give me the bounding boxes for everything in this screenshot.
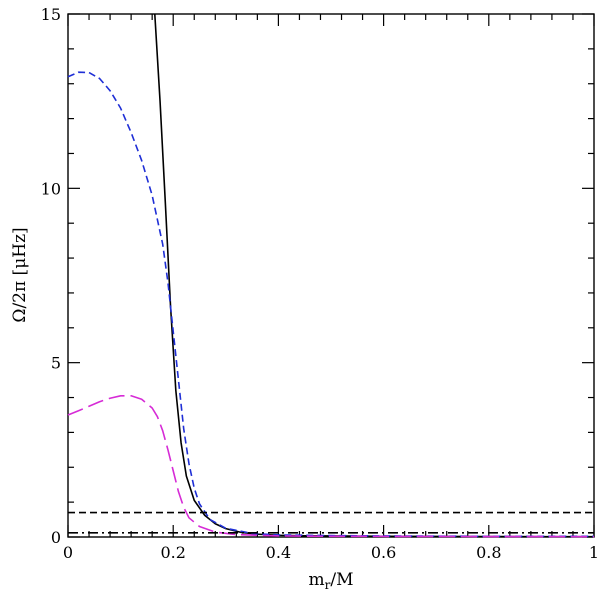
x-tick-label: 0.4 bbox=[266, 543, 291, 562]
x-tick-label: 0 bbox=[63, 543, 73, 562]
y-tick-label: 0 bbox=[51, 528, 61, 547]
x-tick-label: 0.2 bbox=[160, 543, 185, 562]
series-line-3 bbox=[67, 394, 595, 538]
tick-marks bbox=[67, 13, 595, 538]
x-tick-label: 0.6 bbox=[371, 543, 396, 562]
series-layer bbox=[67, 13, 595, 538]
x-tick-label: 0.8 bbox=[476, 543, 501, 562]
plot-frame bbox=[67, 13, 595, 538]
x-axis-label: mr/M bbox=[308, 570, 353, 592]
y-tick-label: 5 bbox=[51, 354, 61, 373]
series-line-1 bbox=[153, 13, 594, 538]
x-tick-label: 1 bbox=[589, 543, 599, 562]
series-line-2 bbox=[67, 71, 594, 538]
y-tick-label: 10 bbox=[41, 179, 61, 198]
y-axis-label: Ω/2π [μHz] bbox=[10, 227, 30, 322]
y-tick-label: 15 bbox=[41, 5, 61, 24]
